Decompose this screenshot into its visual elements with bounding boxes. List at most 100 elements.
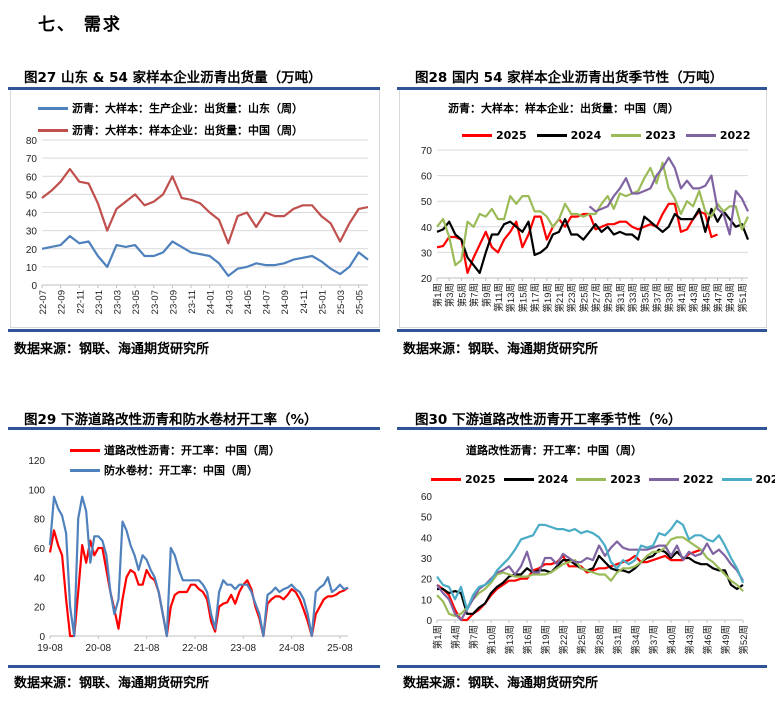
- legend-label: 2023: [610, 473, 641, 486]
- x-tick-label: 24-08: [279, 643, 305, 654]
- x-tick-label: 第19周: [542, 283, 554, 313]
- y-tick-label: 50: [26, 190, 38, 201]
- fig27-frame: [10, 90, 380, 328]
- x-tick-label: 第31周: [615, 283, 627, 313]
- x-tick-label: 第31周: [612, 625, 624, 655]
- legend-item-2023: 2023: [576, 473, 641, 486]
- x-tick-label: 第49周: [720, 625, 732, 655]
- fig27-title: 图27 山东 & 54 家样本企业沥青出货量（万吨）: [24, 70, 322, 86]
- legend-item-2025: 2025: [431, 473, 496, 486]
- fig27-legend-1: 沥青：大样本：样本企业：出货量：中国（周）: [38, 122, 303, 138]
- x-tick-label: 第17周: [530, 283, 542, 313]
- x-tick-label: 第11周: [493, 283, 505, 312]
- legend-item-2023: 2023: [611, 129, 676, 142]
- fig28-legend: 2025 2024 2023 2022: [462, 129, 751, 142]
- x-tick-label: 第22周: [558, 625, 570, 655]
- fig28-frame: [399, 90, 767, 328]
- y-tick-label: 0: [31, 281, 37, 292]
- legend-swatch: [503, 478, 534, 481]
- legend-label: 2024: [537, 473, 569, 486]
- legend-label: 2024: [570, 129, 602, 142]
- legend-label: 2025: [465, 473, 496, 486]
- fig28-plot: 203040506070第1周 第3周 第5周 第7周 第9周 第11周 第13周 第15周第…: [421, 146, 750, 313]
- y-tick-label: 10: [26, 263, 38, 274]
- y-tick-label: 40: [26, 209, 38, 220]
- x-tick-label: 第39周: [664, 283, 676, 313]
- fig28-subtitle: 沥青：大样本：样本企业：出货量：中国（周）: [448, 102, 679, 115]
- fig29-legend-0: 道路改性沥青：开工率：中国（周）: [70, 442, 280, 458]
- legend-swatch: [536, 134, 567, 137]
- y-tick-label: 100: [28, 485, 45, 496]
- fig27-plot: 0 10 20 30 40 50 60 70 80 22-07 22-09 22-11 23-01 23-…: [26, 136, 369, 314]
- x-tick-label: 第9周: [481, 283, 493, 307]
- x-tick-label: 第41周: [676, 283, 688, 313]
- x-tick-label: 25-08: [327, 643, 353, 654]
- legend-label: 2023: [645, 129, 676, 142]
- fig29-legend-1: 防水卷材：开工率：中国（周）: [70, 462, 258, 478]
- section-heading: 七、 需求: [38, 15, 122, 35]
- series-line-2024: [437, 548, 744, 615]
- x-tick-label: 第16周: [522, 625, 534, 655]
- x-tick-label: 第29周: [603, 283, 615, 313]
- x-tick-label: 24-03: [224, 290, 235, 314]
- legend-swatch: [38, 128, 68, 132]
- series-line-沥青：大样本：生产企业：出货量：山东（周）: [41, 235, 369, 277]
- fig27-legend-0: 沥青：大样本：生产企业：出货量：山东（周）: [38, 100, 303, 116]
- fig30-title: 图30 下游道路改性沥青开工率季节性（%）: [415, 412, 682, 428]
- y-tick-label: 60: [421, 492, 433, 503]
- y-tick-label: 40: [34, 573, 46, 584]
- x-tick-label: 23-09: [168, 290, 179, 314]
- x-tick-label: 22-09: [57, 290, 68, 314]
- x-tick-label: 25-05: [355, 290, 366, 314]
- x-tick-label: 第27周: [591, 283, 603, 313]
- x-tick-label: 第4周: [450, 625, 462, 649]
- series-line-2022: [588, 156, 749, 236]
- x-tick-label: 第46周: [702, 625, 714, 655]
- series-line-道路改性沥青：开工率：中国（周）: [48, 529, 349, 638]
- legend-label: 2022: [719, 129, 751, 142]
- y-tick-label: 20: [421, 575, 433, 586]
- legend-label: 沥青：大样本：样本企业：出货量：中国（周）: [72, 124, 303, 137]
- y-tick-label: 50: [421, 513, 433, 524]
- legend-item-2022: 2022: [685, 129, 751, 142]
- x-tick-label: 24-09: [280, 290, 291, 314]
- y-tick-label: 50: [421, 197, 433, 208]
- x-tick-label: 第15周: [517, 283, 529, 313]
- x-tick-label: 第1周: [432, 625, 444, 649]
- x-tick-label: 24-11: [299, 290, 310, 314]
- fig28-title: 图28 国内 54 家样本企业沥青出货季节性（万吨）: [415, 70, 724, 86]
- fig27-source: 数据来源：钢联、海通期货研究所: [14, 342, 210, 357]
- x-tick-label: 第19周: [540, 625, 552, 655]
- x-tick-label: 第35周: [639, 283, 651, 313]
- legend-label: 沥青：大样本：生产企业：出货量：山东（周）: [72, 102, 303, 115]
- x-tick-label: 第51周: [737, 283, 749, 313]
- fig27-bottom-rule: [8, 329, 380, 332]
- x-tick-label: 23-11: [187, 290, 198, 314]
- legend-item-2022: 2022: [648, 473, 714, 486]
- series-line-沥青：大样本：样本企业：出货量：中国（周）: [41, 167, 369, 245]
- fig30-top-rule: [397, 427, 767, 430]
- x-tick-label: 22-07: [38, 290, 49, 314]
- y-tick-label: 20: [26, 245, 38, 256]
- legend-label: 道路改性沥青：开工率：中国（周）: [104, 444, 280, 457]
- y-tick-label: 0: [426, 616, 432, 627]
- fig30-legend: 2025 2024 2023 2022 2021: [431, 473, 775, 486]
- x-tick-label: 第40周: [666, 625, 678, 655]
- series-line-防水卷材：开工率：中国（周）: [48, 495, 349, 638]
- legend-swatch: [70, 468, 100, 472]
- fig28-top-rule: [397, 87, 767, 90]
- x-tick-label: 22-08: [182, 643, 208, 654]
- series-line-2022: [436, 540, 744, 622]
- y-tick-label: 20: [34, 603, 46, 614]
- x-tick-label: 第49周: [725, 283, 737, 313]
- y-tick-label: 80: [34, 515, 46, 526]
- x-tick-label: 第34周: [630, 625, 642, 655]
- x-tick-label: 20-08: [86, 643, 112, 654]
- x-tick-label: 21-08: [134, 643, 160, 654]
- x-tick-label: 25-01: [317, 290, 328, 314]
- x-tick-label: 第10周: [486, 625, 498, 655]
- series-line-2024: [436, 207, 750, 274]
- fig27-top-rule: [8, 87, 380, 90]
- x-tick-label: 第5周: [456, 283, 468, 307]
